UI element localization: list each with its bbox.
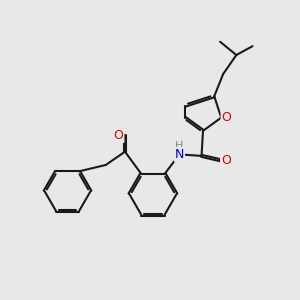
Text: O: O <box>221 154 231 167</box>
Text: H: H <box>175 141 184 151</box>
Text: N: N <box>175 148 184 161</box>
Text: O: O <box>114 129 123 142</box>
Text: O: O <box>222 111 231 124</box>
